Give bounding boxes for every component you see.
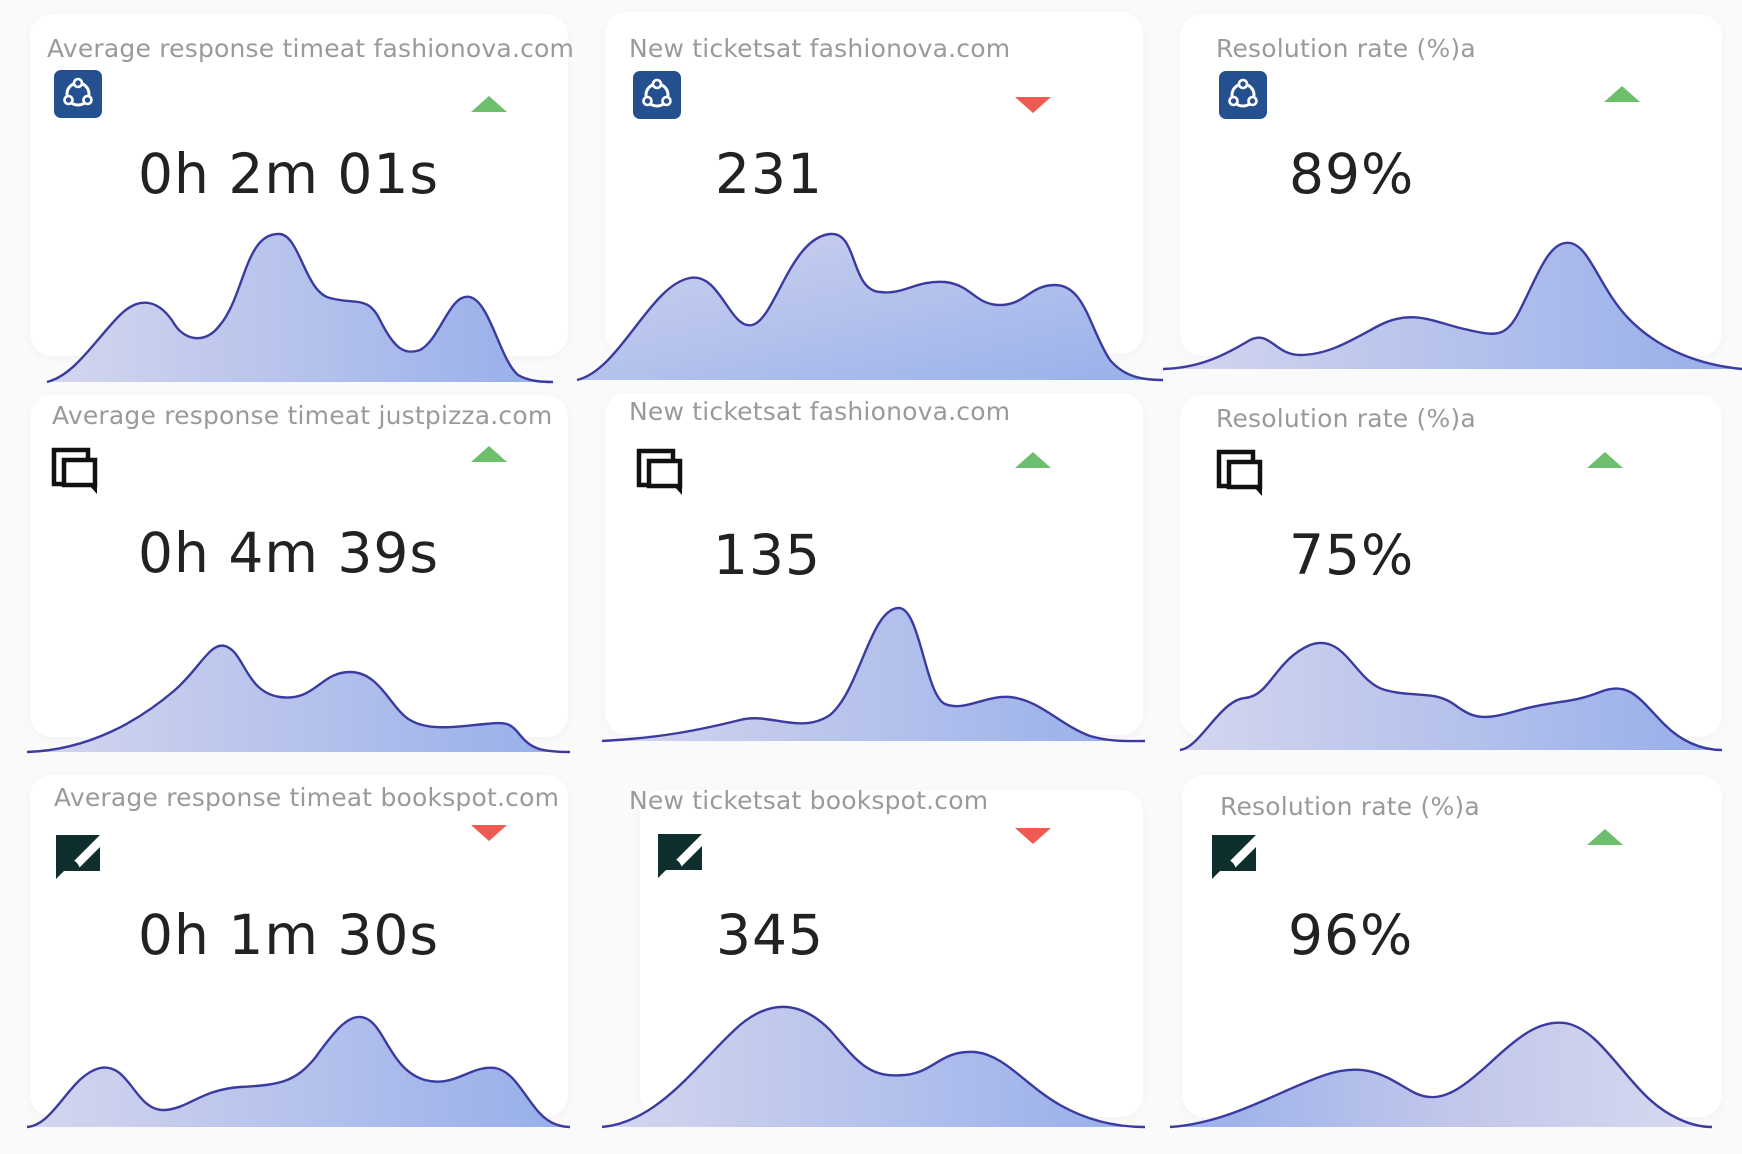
chat-squares-icon	[51, 447, 98, 494]
metric-card[interactable]: Resolution rate (%)a 89%	[1180, 14, 1722, 356]
trend-down-icon	[1015, 97, 1051, 113]
blue-triangle-logo-icon	[54, 70, 102, 118]
metric-value: 231	[715, 142, 823, 206]
metric-value: 0h 4m 39s	[138, 521, 440, 585]
zendesk-logo-icon	[658, 834, 702, 878]
trend-up-icon	[1587, 829, 1623, 845]
card-title: New ticketsat fashionova.com	[629, 34, 1011, 63]
chat-squares-icon	[1216, 449, 1263, 496]
metric-card[interactable]: New ticketsat fashionova.com 135	[605, 393, 1143, 735]
zendesk-logo-icon	[56, 835, 100, 879]
trend-down-icon	[1015, 828, 1051, 844]
metric-card[interactable]: Average response timeat justpizza.com 0h…	[30, 395, 568, 737]
blue-triangle-logo-icon	[1219, 71, 1267, 119]
metric-value: 0h 2m 01s	[138, 142, 440, 206]
metric-value: 96%	[1288, 903, 1414, 967]
trend-up-icon	[1587, 452, 1623, 468]
card-title: Average response timeat justpizza.com	[52, 401, 553, 430]
card-title: Resolution rate (%)a	[1216, 404, 1476, 433]
card-title: Resolution rate (%)a	[1216, 34, 1476, 63]
chat-squares-icon	[636, 448, 683, 495]
card-title: New ticketsat fashionova.com	[629, 397, 1011, 426]
metric-value: 345	[716, 903, 824, 967]
metric-value: 0h 1m 30s	[138, 903, 440, 967]
trend-up-icon	[471, 96, 507, 112]
card-title: New ticketsat bookspot.com	[629, 786, 989, 815]
card-title: Average response timeat bookspot.com	[54, 783, 560, 812]
trend-up-icon	[471, 446, 507, 462]
metric-card[interactable]: Resolution rate (%)a 75%	[1180, 395, 1722, 737]
metric-card[interactable]: Resolution rate (%)a 96%	[1182, 775, 1722, 1117]
metric-value: 135	[713, 523, 821, 587]
blue-triangle-logo-icon	[633, 71, 681, 119]
card-title: Average response timeat fashionova.com	[47, 34, 575, 63]
metric-card[interactable]: Average response timeat bookspot.com 0h …	[30, 775, 568, 1117]
trend-down-icon	[471, 825, 507, 841]
metric-card[interactable]: New ticketsat fashionova.com 231	[605, 12, 1143, 354]
metric-card[interactable]: Average response timeat fashionova.com 0…	[30, 14, 574, 356]
metric-value: 89%	[1289, 142, 1415, 206]
metric-value: 75%	[1289, 523, 1415, 587]
metric-card[interactable]: New ticketsat bookspot.com 345	[629, 786, 1143, 1117]
zendesk-logo-icon	[1212, 835, 1256, 879]
trend-up-icon	[1604, 86, 1640, 102]
card-title: Resolution rate (%)a	[1220, 792, 1480, 821]
trend-up-icon	[1015, 452, 1051, 468]
